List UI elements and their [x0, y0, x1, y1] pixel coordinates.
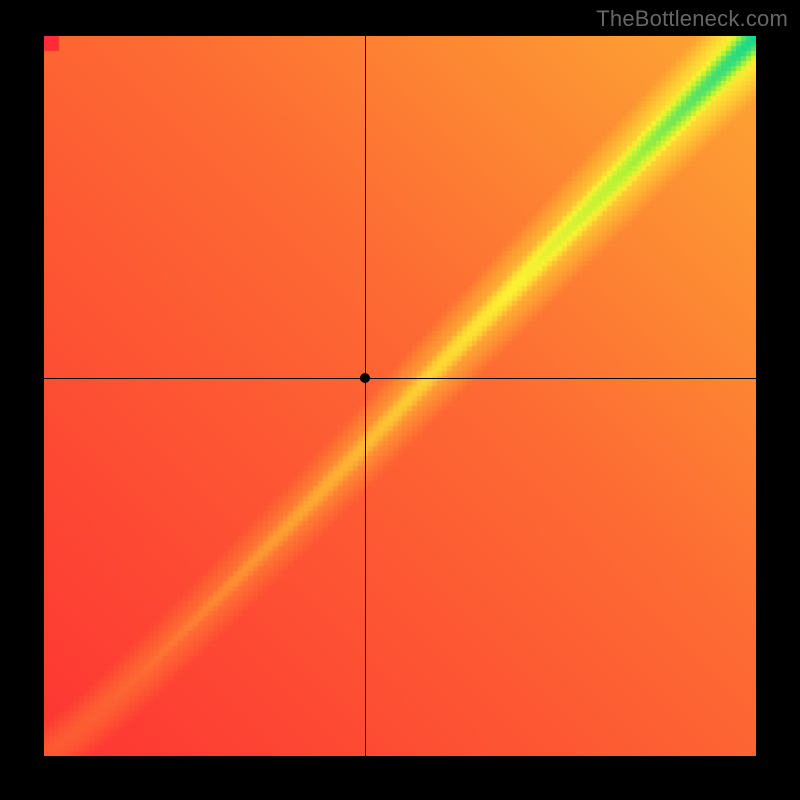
heatmap-canvas [44, 36, 756, 756]
crosshair-horizontal [44, 378, 756, 379]
crosshair-vertical [365, 36, 366, 756]
marker-point [360, 373, 370, 383]
chart-container: TheBottleneck.com [0, 0, 800, 800]
watermark-text: TheBottleneck.com [596, 6, 788, 32]
